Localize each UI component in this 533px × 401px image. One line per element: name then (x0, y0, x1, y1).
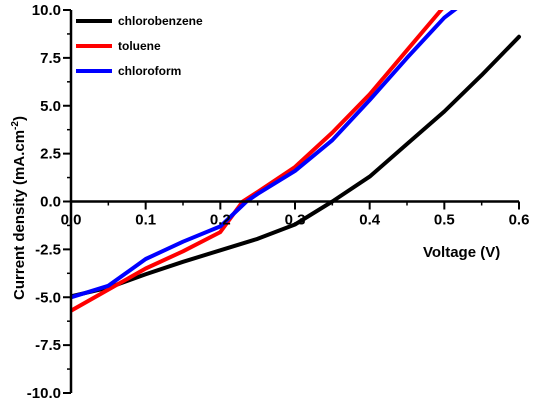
x-tick-label: 0.5 (434, 212, 455, 229)
legend: chlorobenzene toluene chloroform (76, 14, 203, 78)
y-tick-label: 0.0 (40, 194, 61, 211)
y-tick-label: 2.5 (40, 146, 61, 163)
y-tick-label: -2.5 (35, 241, 61, 258)
x-tick-label: 0.4 (359, 212, 381, 229)
y-tick-label: 5.0 (40, 98, 61, 115)
x-tick-label: 0.6 (509, 212, 530, 229)
x-tick-label: 0.0 (61, 212, 82, 229)
y-tick-label: 10.0 (32, 2, 61, 19)
y-tick-label: 7.5 (40, 50, 61, 67)
series-line-chloroform (71, 10, 458, 300)
x-tick-label: 0.3 (285, 212, 306, 229)
y-axis-title: Current density (mA.cm-2) (10, 116, 28, 300)
y-tick-label: -5.0 (35, 289, 61, 306)
x-tick-label: 0.2 (210, 212, 231, 229)
x-tick-label: 0.1 (135, 212, 156, 229)
y-axis-title-close: ) (11, 116, 28, 121)
y-tick-labels: 10.0 7.5 5.0 2.5 0.0 -2.5 -5.0 -7.5 -10.0 (27, 2, 61, 401)
plot-series (71, 10, 521, 313)
legend-label-chlorobenzene: chlorobenzene (118, 14, 203, 28)
legend-label-toluene: toluene (118, 39, 161, 53)
y-tick-label: -10.0 (27, 385, 61, 401)
y-axis-title-main: Current density (mA.cm (11, 130, 28, 300)
y-axis-title-superscript: -2 (10, 121, 21, 130)
legend-label-chloroform: chloroform (118, 64, 181, 78)
x-axis-title: Voltage (V) (423, 244, 500, 261)
y-axis (63, 9, 73, 394)
x-axis (70, 200, 520, 210)
y-tick-label: -7.5 (35, 337, 61, 354)
series-line-chlorobenzene (71, 34, 521, 299)
x-tick-labels: 0.0 0.1 0.2 0.3 0.4 0.5 0.6 (61, 212, 530, 229)
